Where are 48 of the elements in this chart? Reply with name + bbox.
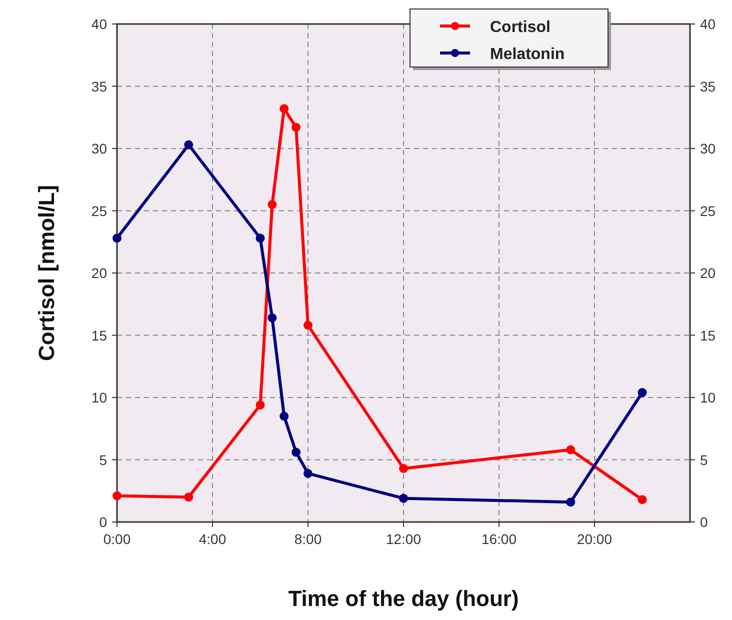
point: [292, 122, 301, 132]
point: [638, 388, 647, 398]
y-tick-label: 30: [91, 140, 108, 156]
y2-tick-label: 40: [700, 16, 716, 32]
point: [256, 234, 265, 243]
y2-tick-label: 0: [700, 514, 708, 530]
x-tick-label: 12:00: [386, 531, 422, 547]
x-axis-title: Time of the day (hour): [288, 586, 519, 611]
y2-tick-label: 25: [700, 202, 716, 219]
point: [112, 234, 122, 243]
y-tick-label: 15: [91, 327, 108, 344]
legend-label: Cortisol: [490, 19, 550, 36]
x-tick-label: 4:00: [198, 531, 226, 547]
point: [268, 313, 277, 322]
point: [399, 464, 408, 473]
legend-label: Melatonin: [490, 46, 565, 63]
point: [268, 200, 277, 210]
y2-tick-label: 5: [700, 452, 708, 468]
y-tick-label: 10: [91, 390, 108, 406]
y2-tick-label: 10: [700, 390, 716, 406]
y-tick-label: 5: [99, 452, 108, 468]
x-tick-label: 0:00: [103, 531, 131, 547]
y-axis-title: Cortisol [nmol/L]: [34, 185, 59, 361]
x-tick-label: 20:00: [576, 531, 612, 547]
y2-tick-label: 35: [700, 78, 716, 94]
point: [638, 495, 647, 504]
y2-tick-label: 20: [700, 265, 716, 281]
point: [399, 494, 408, 503]
point: [304, 320, 312, 330]
y-tick-label: 35: [91, 78, 108, 94]
point: [280, 412, 289, 421]
point: [280, 104, 289, 114]
point: [184, 492, 194, 502]
point: [112, 491, 122, 500]
point: [256, 400, 265, 410]
point: [566, 498, 576, 507]
y2-tick-label: 30: [700, 140, 716, 156]
point: [566, 445, 576, 454]
point: [184, 140, 194, 150]
point: [304, 468, 312, 478]
point: [292, 448, 301, 457]
y2-tick-label: 15: [700, 327, 716, 344]
y-tick-label: 0: [99, 514, 108, 530]
x-tick-label: 8:00: [294, 531, 322, 547]
x-tick-label: 16:00: [481, 531, 517, 547]
y-tick-label: 20: [91, 265, 108, 281]
y-tick-label: 25: [91, 202, 108, 219]
y-tick-label: 40: [91, 16, 108, 32]
